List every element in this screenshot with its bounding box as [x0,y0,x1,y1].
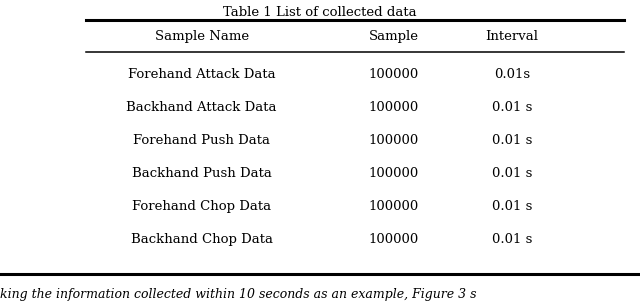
Text: 100000: 100000 [369,233,419,246]
Text: king the information collected within 10 seconds as an example, Figure 3 s: king the information collected within 10… [0,288,477,301]
Text: Forehand Push Data: Forehand Push Data [133,134,270,147]
Text: Forehand Chop Data: Forehand Chop Data [132,200,271,213]
Text: Sample Name: Sample Name [154,30,249,43]
Text: 0.01 s: 0.01 s [492,134,532,147]
Text: 100000: 100000 [369,101,419,114]
Text: 0.01 s: 0.01 s [492,167,532,180]
Text: 100000: 100000 [369,68,419,81]
Text: Backhand Chop Data: Backhand Chop Data [131,233,273,246]
Text: 100000: 100000 [369,200,419,213]
Text: Sample: Sample [369,30,419,43]
Text: Interval: Interval [486,30,538,43]
Text: 0.01 s: 0.01 s [492,101,532,114]
Text: Backhand Attack Data: Backhand Attack Data [126,101,277,114]
Text: Table 1 List of collected data: Table 1 List of collected data [223,6,417,19]
Text: 0.01s: 0.01s [494,68,530,81]
Text: Backhand Push Data: Backhand Push Data [132,167,271,180]
Text: 0.01 s: 0.01 s [492,233,532,246]
Text: Forehand Attack Data: Forehand Attack Data [128,68,275,81]
Text: 0.01 s: 0.01 s [492,200,532,213]
Text: 100000: 100000 [369,167,419,180]
Text: 100000: 100000 [369,134,419,147]
